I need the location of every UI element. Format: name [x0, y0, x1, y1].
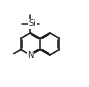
Text: N: N — [27, 51, 34, 60]
Text: Si: Si — [28, 19, 36, 28]
